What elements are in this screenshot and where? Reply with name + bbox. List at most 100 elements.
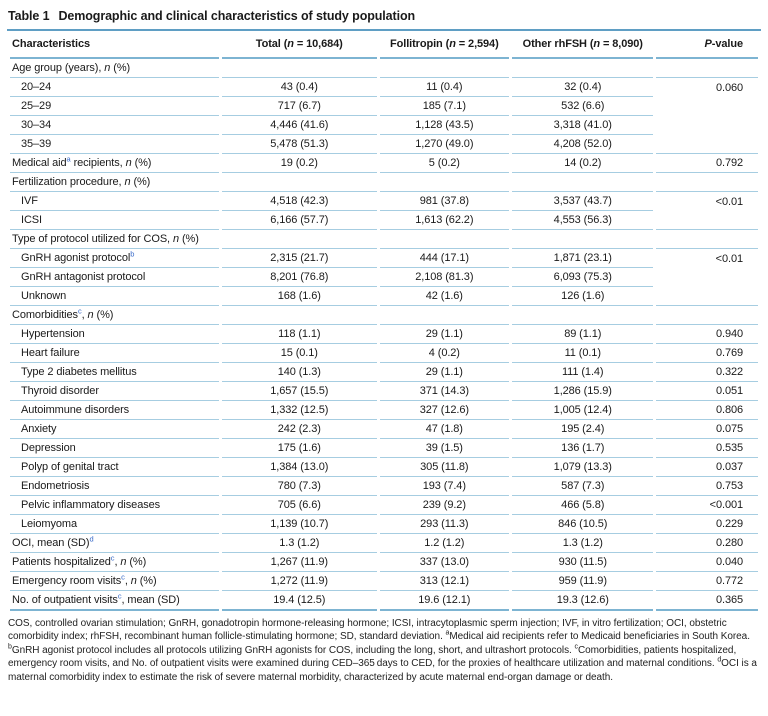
cell-value: 168 (1.6) bbox=[222, 287, 377, 306]
cell-value: 193 (7.4) bbox=[379, 477, 510, 496]
table-row: Type 2 diabetes mellitus 140 (1.3) 29 (1.1… bbox=[10, 363, 758, 382]
cell-value: 140 (1.3) bbox=[222, 363, 377, 382]
table-row: 35–39 5,478 (51.3) 1,270 (49.0) 4,208 (52.0… bbox=[10, 135, 758, 154]
cell-value: 337 (13.0) bbox=[379, 553, 510, 572]
cell-value: 1.3 (1.2) bbox=[222, 534, 377, 553]
row-label: Leiomyoma bbox=[10, 515, 220, 534]
row-label: OCI, mean (SD)d bbox=[10, 534, 220, 553]
cell-value: 6,166 (57.7) bbox=[222, 211, 377, 230]
table-row: 20–24 43 (0.4) 11 (0.4) 32 (0.4) 0.060 bbox=[10, 78, 758, 154]
cell-value: 4,553 (56.3) bbox=[512, 211, 654, 230]
cell-value: 5,478 (51.3) bbox=[222, 135, 377, 154]
empty-p-cell bbox=[656, 230, 758, 249]
empty-cell bbox=[379, 173, 510, 192]
section-label: Age group (years), n (%) bbox=[10, 59, 220, 78]
cell-value: 14 (0.2) bbox=[512, 154, 654, 173]
table-title: Table 1 Demographic and clinical characte… bbox=[7, 0, 761, 31]
demographics-table: Characteristics Total (n = 10,684) Folli… bbox=[7, 31, 761, 611]
table-row: Leiomyoma 1,139 (10.7) 293 (11.3) 846 (10.5… bbox=[10, 515, 758, 534]
p-value-cell: 0.322 bbox=[656, 363, 758, 382]
cell-value: 111 (1.4) bbox=[512, 363, 654, 382]
row-label: 35–39 bbox=[10, 135, 220, 154]
row-label: Pelvic inflammatory diseases bbox=[10, 496, 220, 515]
empty-cell bbox=[512, 230, 654, 249]
cell-value: 29 (1.1) bbox=[379, 363, 510, 382]
cell-value: 5 (0.2) bbox=[379, 154, 510, 173]
cell-value: 42 (1.6) bbox=[379, 287, 510, 306]
cell-value: 466 (5.8) bbox=[512, 496, 654, 515]
section-row: Fertilization procedure, n (%) bbox=[10, 173, 758, 192]
p-value-cell: 0.769 bbox=[656, 344, 758, 363]
row-label: Unknown bbox=[10, 287, 220, 306]
p-value-cell: <0.01 bbox=[656, 192, 758, 230]
p-value-cell: 0.040 bbox=[656, 553, 758, 572]
table-row: ICSI 6,166 (57.7) 1,613 (62.2) 4,553 (56.3) bbox=[10, 211, 758, 230]
p-value-cell: 0.772 bbox=[656, 572, 758, 591]
cell-value: 1,005 (12.4) bbox=[512, 401, 654, 420]
cell-value: 327 (12.6) bbox=[379, 401, 510, 420]
row-label: IVF bbox=[10, 192, 220, 211]
cell-value: 3,537 (43.7) bbox=[512, 192, 654, 211]
row-label: Emergency room visitsc, n (%) bbox=[10, 572, 220, 591]
cell-value: 705 (6.6) bbox=[222, 496, 377, 515]
cell-value: 1,079 (13.3) bbox=[512, 458, 654, 477]
cell-value: 19.3 (12.6) bbox=[512, 591, 654, 611]
cell-value: 780 (7.3) bbox=[222, 477, 377, 496]
cell-value: 43 (0.4) bbox=[222, 78, 377, 97]
p-value-cell: <0.01 bbox=[656, 249, 758, 306]
cell-value: 29 (1.1) bbox=[379, 325, 510, 344]
cell-value: 15 (0.1) bbox=[222, 344, 377, 363]
cell-value: 126 (1.6) bbox=[512, 287, 654, 306]
row-label: No. of outpatient visitsc, mean (SD) bbox=[10, 591, 220, 611]
section-label: Comorbiditiesc, n (%) bbox=[10, 306, 220, 325]
table-row: OCI, mean (SD)d 1.3 (1.2) 1.2 (1.2) 1.3 (1.… bbox=[10, 534, 758, 553]
row-label: Heart failure bbox=[10, 344, 220, 363]
p-value-cell: 0.051 bbox=[656, 382, 758, 401]
row-label: Anxiety bbox=[10, 420, 220, 439]
p-value-cell: 0.753 bbox=[656, 477, 758, 496]
cell-value: 6,093 (75.3) bbox=[512, 268, 654, 287]
empty-p-cell bbox=[656, 173, 758, 192]
cell-value: 19 (0.2) bbox=[222, 154, 377, 173]
p-value-cell: 0.037 bbox=[656, 458, 758, 477]
cell-value: 371 (14.3) bbox=[379, 382, 510, 401]
cell-value: 1,272 (11.9) bbox=[222, 572, 377, 591]
table-row: Thyroid disorder 1,657 (15.5) 371 (14.3) 1,… bbox=[10, 382, 758, 401]
p-value-cell: 0.806 bbox=[656, 401, 758, 420]
table-row: Emergency room visitsc, n (%) 1,272 (11.9… bbox=[10, 572, 758, 591]
cell-value: 242 (2.3) bbox=[222, 420, 377, 439]
row-label: Polyp of genital tract bbox=[10, 458, 220, 477]
cell-value: 19.4 (12.5) bbox=[222, 591, 377, 611]
section-label: Fertilization procedure, n (%) bbox=[10, 173, 220, 192]
cell-value: 136 (1.7) bbox=[512, 439, 654, 458]
row-label: Depression bbox=[10, 439, 220, 458]
cell-value: 587 (7.3) bbox=[512, 477, 654, 496]
cell-value: 11 (0.4) bbox=[379, 78, 510, 97]
p-value-cell: 0.365 bbox=[656, 591, 758, 611]
table-number: Table 1 bbox=[8, 9, 50, 23]
cell-value: 930 (11.5) bbox=[512, 553, 654, 572]
column-header-characteristics: Characteristics bbox=[10, 31, 220, 59]
cell-value: 11 (0.1) bbox=[512, 344, 654, 363]
cell-value: 1,384 (13.0) bbox=[222, 458, 377, 477]
row-label: Hypertension bbox=[10, 325, 220, 344]
cell-value: 3,318 (41.0) bbox=[512, 116, 654, 135]
table-row: Autoimmune disorders 1,332 (12.5) 327 (12.… bbox=[10, 401, 758, 420]
cell-value: 1.2 (1.2) bbox=[379, 534, 510, 553]
table-row: Anxiety 242 (2.3) 47 (1.8) 195 (2.4) 0.075 bbox=[10, 420, 758, 439]
cell-value: 981 (37.8) bbox=[379, 192, 510, 211]
row-label: 30–34 bbox=[10, 116, 220, 135]
row-label: GnRH antagonist protocol bbox=[10, 268, 220, 287]
p-value-cell: 0.060 bbox=[656, 78, 758, 154]
p-value-cell: 0.280 bbox=[656, 534, 758, 553]
column-header-total: Total (n = 10,684) bbox=[222, 31, 377, 59]
row-label: Patients hospitalizedc, n (%) bbox=[10, 553, 220, 572]
row-label: ICSI bbox=[10, 211, 220, 230]
table-row: 25–29 717 (6.7) 185 (7.1) 532 (6.6) bbox=[10, 97, 758, 116]
p-value-cell: 0.792 bbox=[656, 154, 758, 173]
table-row: GnRH agonist protocolb 2,315 (21.7) 444 (1… bbox=[10, 249, 758, 306]
empty-cell bbox=[222, 230, 377, 249]
row-label: Type 2 diabetes mellitus bbox=[10, 363, 220, 382]
empty-p-cell bbox=[656, 59, 758, 78]
